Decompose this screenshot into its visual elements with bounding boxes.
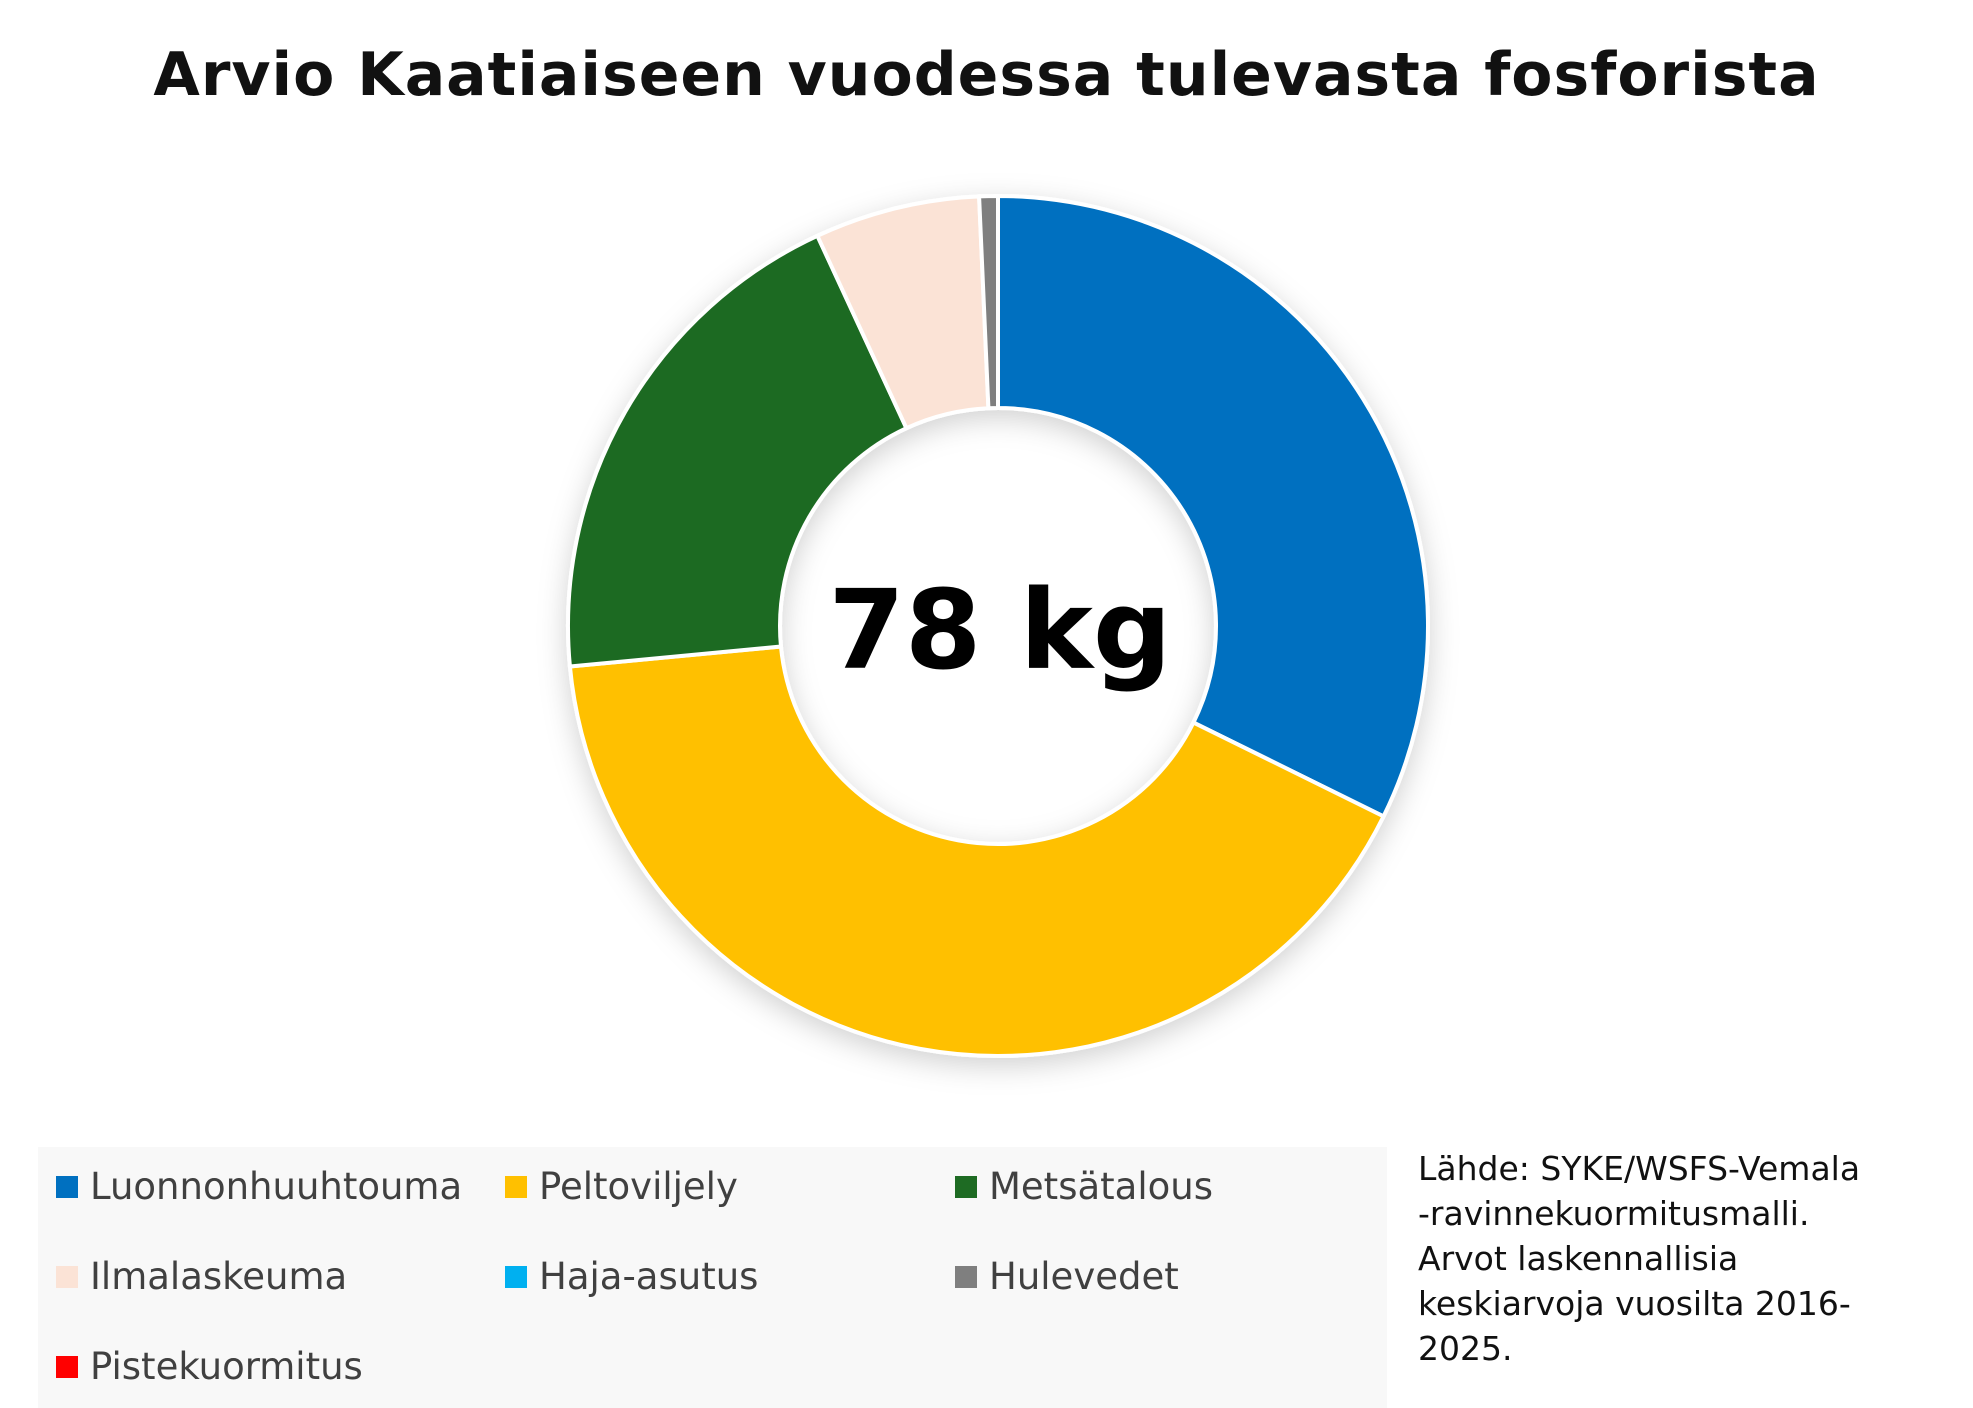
legend-swatch: [505, 1265, 527, 1288]
source-line: -ravinnekuormitusmalli.: [1418, 1194, 1810, 1233]
legend-item: Luonnonhuuhtouma: [56, 1165, 462, 1208]
legend-item: Peltoviljely: [505, 1165, 738, 1208]
legend-label: Luonnonhuuhtouma: [90, 1165, 463, 1208]
legend-swatch: [56, 1355, 78, 1378]
legend-item: Ilmalaskeuma: [56, 1255, 347, 1298]
source-line: Lähde: SYKE/WSFS-Vemala: [1418, 1149, 1861, 1188]
slice-mets-talous: [566, 233, 910, 669]
legend-swatch: [56, 1265, 78, 1288]
slice-hulevedet: [977, 193, 1000, 411]
legend-label: Pistekuormitus: [90, 1345, 363, 1388]
source-line: 2025.: [1418, 1329, 1513, 1368]
legend-item: Haja-asutus: [505, 1255, 758, 1298]
slice-luonnonhuuhtouma: [996, 193, 1430, 820]
source-line: Arvot laskennallisia: [1418, 1239, 1739, 1278]
legend-label: Metsätalous: [989, 1165, 1213, 1208]
legend-swatch: [56, 1175, 78, 1198]
legend-item: Pistekuormitus: [56, 1345, 363, 1388]
legend-swatch: [955, 1175, 977, 1198]
source-line: keskiarvoja vuosilta 2016-: [1418, 1284, 1851, 1323]
chart-title: Arvio Kaatiaiseen vuodessa tulevasta fos…: [153, 40, 1820, 110]
legend-label: Hulevedet: [989, 1255, 1179, 1298]
legend-label: Ilmalaskeuma: [90, 1255, 348, 1298]
legend-label: Peltoviljely: [539, 1165, 738, 1208]
legend-swatch: [505, 1175, 527, 1198]
source-note: Lähde: SYKE/WSFS-Vemala -ravinnekuormitu…: [1418, 1146, 1958, 1371]
slice-peltoviljely: [567, 644, 1387, 1059]
legend-item: Hulevedet: [955, 1255, 1179, 1298]
legend-label: Haja-asutus: [539, 1255, 759, 1298]
legend: Luonnonhuuhtouma Peltoviljely Metsätalous I…: [38, 1147, 1387, 1408]
total-label: 78 kg: [828, 566, 1172, 694]
donut-chart: [566, 193, 1430, 1059]
legend-swatch: [955, 1265, 977, 1288]
legend-item: Metsätalous: [955, 1165, 1213, 1208]
